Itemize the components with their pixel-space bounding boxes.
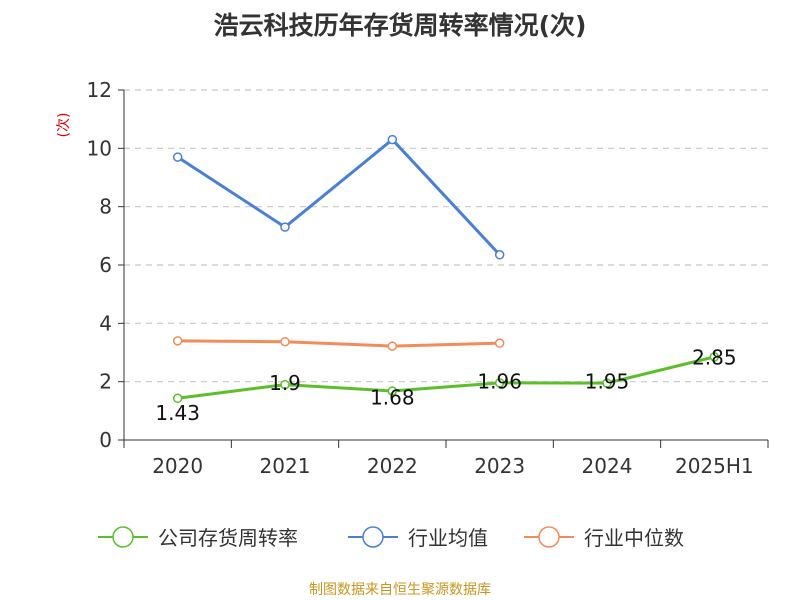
y-tick-label: 0 xyxy=(99,428,112,452)
y-tick-label: 12 xyxy=(87,78,112,102)
y-tick-label: 4 xyxy=(99,311,112,335)
data-point xyxy=(387,341,398,351)
data-point xyxy=(494,378,505,388)
data-label: 1.95 xyxy=(585,370,630,394)
data-point xyxy=(387,386,398,396)
legend-label: 行业均值 xyxy=(408,526,488,550)
source-note: 制图数据来自恒生聚源数据库 xyxy=(309,582,491,598)
y-axis-label: (次) xyxy=(56,113,72,138)
data-point xyxy=(172,336,183,346)
series-layer xyxy=(172,134,720,404)
y-tick-label: 2 xyxy=(99,370,112,394)
data-point xyxy=(280,379,290,390)
data-point xyxy=(172,393,183,404)
legend-label: 行业中位数 xyxy=(584,526,684,550)
data-label: 1.68 xyxy=(370,386,415,410)
chart-title: 浩云科技历年存货周转率情况(次) xyxy=(214,11,587,40)
data-point xyxy=(494,338,505,348)
x-tick-label: 2024 xyxy=(582,454,633,478)
data-point xyxy=(172,152,183,162)
data-point xyxy=(494,250,505,260)
legend-marker xyxy=(538,526,560,548)
series-line xyxy=(176,355,716,400)
data-label: 1.9 xyxy=(269,371,301,395)
series-line xyxy=(176,339,502,348)
y-tick-label: 10 xyxy=(87,136,112,160)
data-point xyxy=(602,378,612,388)
legend-marker xyxy=(362,526,384,548)
data-point xyxy=(709,352,720,362)
axes: 0 2 4 6 8 10 12 2020 2021 2022 2023 2024 2025H1 xyxy=(87,78,769,478)
x-tick-label: 2020 xyxy=(152,454,203,478)
legend-label: 公司存货周转率 xyxy=(158,526,298,550)
legend-marker xyxy=(112,526,134,548)
x-tick-label: 2025H1 xyxy=(675,454,754,478)
y-tick-label: 6 xyxy=(99,253,112,277)
data-label: 2.85 xyxy=(692,345,737,369)
x-tick-label: 2021 xyxy=(260,454,311,478)
data-point xyxy=(280,222,290,232)
gridlines xyxy=(124,89,768,383)
x-tick-label: 2022 xyxy=(367,454,418,478)
legend: 公司存货周转率 行业均值 行业中位数 xyxy=(98,526,684,550)
x-tick-label: 2023 xyxy=(474,454,525,478)
data-label: 1.96 xyxy=(477,369,522,393)
series-line xyxy=(176,138,502,257)
data-point xyxy=(387,134,398,145)
y-tick-label: 8 xyxy=(99,195,112,219)
data-labels: 1.43 1.9 1.68 1.96 1.95 2.85 xyxy=(155,345,736,424)
data-point xyxy=(280,336,290,347)
data-label: 1.43 xyxy=(155,401,200,425)
